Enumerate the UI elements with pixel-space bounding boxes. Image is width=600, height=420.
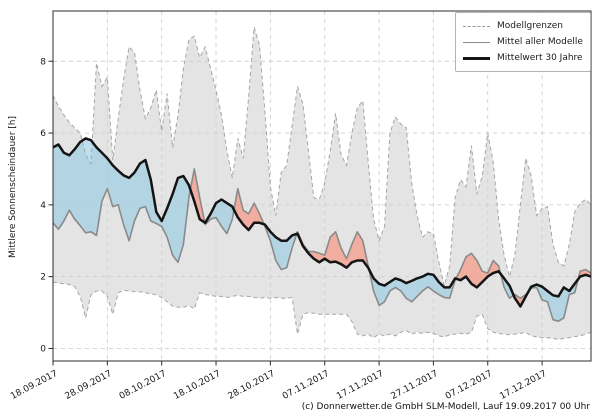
lower-bound-line xyxy=(52,281,592,341)
x-tick-label: 07.12.2017 xyxy=(444,369,494,402)
legend-label: Mittelwert 30 Jahre xyxy=(497,53,583,63)
above-normal-fill xyxy=(190,168,591,307)
below-normal-fill xyxy=(53,138,579,322)
y-axis-label: Mittlere Sonnenscheindauer [h] xyxy=(8,116,18,258)
x-tick-label: 28.09.2017 xyxy=(64,369,114,402)
legend-item-mittelwert-30-jahre: Mittelwert 30 Jahre xyxy=(463,50,584,66)
x-tick-label: 07.11.2017 xyxy=(281,369,331,402)
dashed-line-swatch xyxy=(463,25,490,27)
black-line-swatch xyxy=(463,56,490,60)
x-tick-label: 08.10.2017 xyxy=(118,369,168,402)
y-tick-label: 8 xyxy=(40,57,46,67)
x-tick-label: 28.10.2017 xyxy=(227,369,277,402)
legend-label: Modellgrenzen xyxy=(497,21,563,31)
legend-item-modellgrenzen: Modellgrenzen xyxy=(463,18,584,34)
x-tick-label: 17.12.2017 xyxy=(498,369,548,402)
legend-label: Mittel aller Modelle xyxy=(497,37,583,47)
legend-item-mittel-aller-modelle: Mittel aller Modelle xyxy=(463,34,584,50)
axes-box xyxy=(52,10,592,362)
upper-bound-line xyxy=(52,27,592,286)
x-tick-label: 17.11.2017 xyxy=(335,369,385,402)
y-tick-label: 6 xyxy=(40,129,46,139)
copyright-caption: (c) Donnerwetter.de GmbH SLM-Modell, Lau… xyxy=(301,402,590,412)
climate-mean-line xyxy=(52,137,592,308)
x-tick-label: 18.09.2017 xyxy=(9,369,59,402)
x-tick-label: 27.11.2017 xyxy=(390,369,440,402)
y-tick-label: 2 xyxy=(40,273,46,283)
y-tick-label: 4 xyxy=(40,201,46,211)
y-tick-label: 0 xyxy=(40,344,46,354)
gray-line-swatch xyxy=(463,41,490,43)
x-tick-label: 18.10.2017 xyxy=(172,369,222,402)
chart-legend: Modellgrenzen Mittel aller Modelle Mitte… xyxy=(455,12,591,72)
model-range-band xyxy=(53,27,591,340)
